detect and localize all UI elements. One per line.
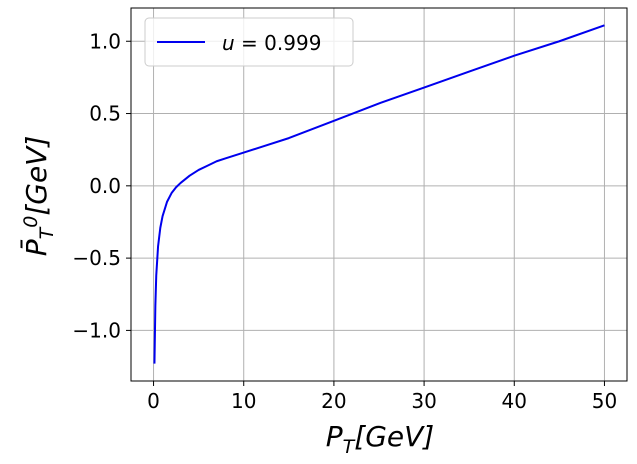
y-tick-label: 1.0 <box>89 29 121 53</box>
x-tick-label: 0 <box>147 389 160 413</box>
x-tick-label: 10 <box>231 389 256 413</box>
y-tick-label: −1.0 <box>72 318 121 342</box>
svg-text:P̄T0[GeV]: P̄T0[GeV] <box>19 136 58 257</box>
y-tick-label: 0.0 <box>89 174 121 198</box>
axis-ticks: 0 10 20 30 40 50 −1.0 −0.5 0.0 0.5 1.0 <box>72 29 617 413</box>
x-tick-label: 30 <box>411 389 436 413</box>
x-tick-label: 40 <box>502 389 527 413</box>
y-tick-label: 0.5 <box>89 102 121 126</box>
legend-box <box>144 17 354 67</box>
plot-frame <box>130 7 628 382</box>
legend-label-u-0999: u = 0.999 <box>222 31 321 55</box>
y-axis-title: P̄T0[GeV] <box>19 136 58 257</box>
y-tick-label: −0.5 <box>72 246 121 270</box>
series-layer <box>153 24 605 364</box>
legend: u = 0.999 <box>144 17 354 67</box>
series-line-u-0999 <box>153 24 605 364</box>
x-tick-label: 50 <box>592 389 617 413</box>
x-tick-label: 20 <box>321 389 346 413</box>
x-axis-title: PT[GeV] <box>326 420 434 458</box>
